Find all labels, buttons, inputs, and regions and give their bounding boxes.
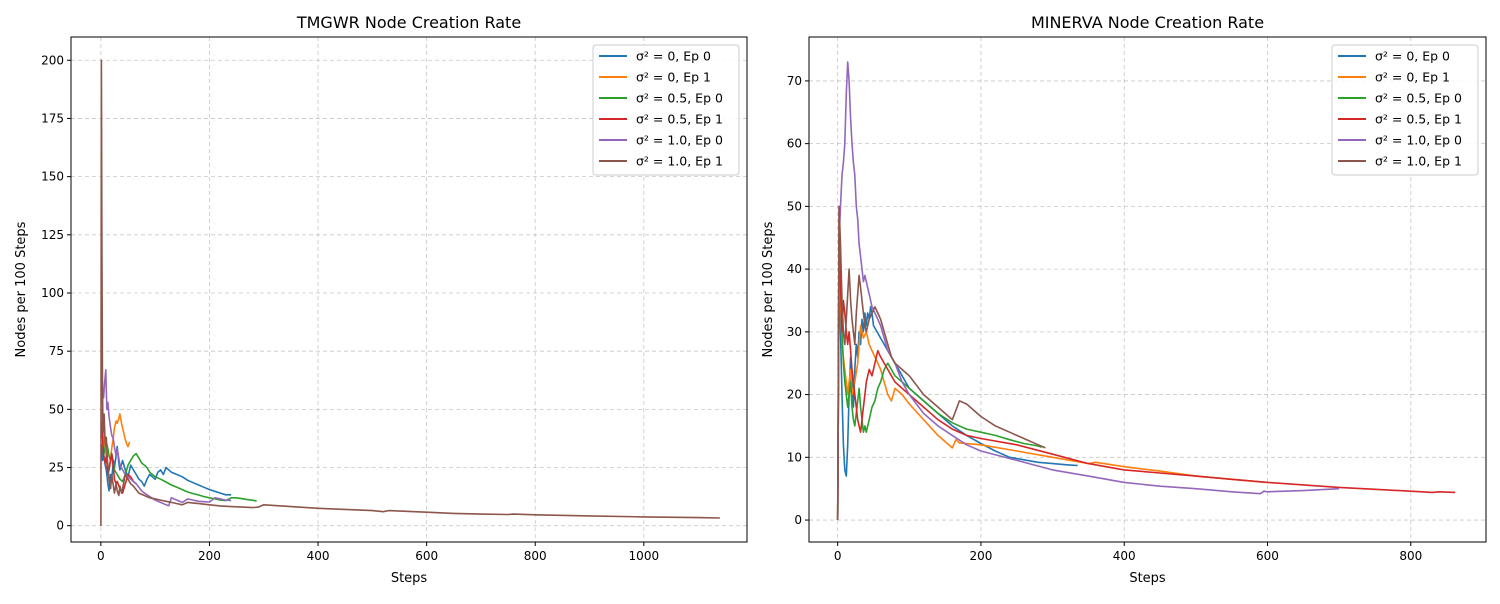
legend: σ² = 0, Ep 0 σ² = 0, Ep 1 σ² = 0.5, Ep 0 σ²…	[1331, 44, 1479, 176]
plot-frame	[70, 36, 748, 543]
y-tick-label: 200	[41, 53, 64, 67]
x-tick-label: 600	[415, 549, 438, 563]
y-tick-label: 175	[41, 111, 64, 125]
legend-label-4: σ² = 0.5, Ep 1	[636, 112, 723, 127]
y-tick-label: 50	[49, 402, 64, 416]
y-tick-label: 30	[787, 325, 802, 339]
y-tick-label: 40	[787, 262, 802, 276]
series-line-3	[100, 420, 257, 502]
y-axis-label: Nodes per 100 Steps	[761, 221, 776, 357]
x-tick-label: 600	[1256, 549, 1279, 563]
legend-label-2: σ² = 0, Ep 1	[636, 70, 711, 85]
legend-label-1: σ² = 0, Ep 0	[1375, 49, 1450, 64]
legend: σ² = 0, Ep 0 σ² = 0, Ep 1 σ² = 0.5, Ep 0 σ²…	[592, 44, 740, 176]
y-tick-label: 100	[41, 286, 64, 300]
x-tick-label: 400	[307, 549, 330, 563]
chart-title: MINERVA Node Creation Rate	[1031, 13, 1264, 32]
y-tick-label: 60	[787, 137, 802, 151]
y-tick-label: 20	[787, 388, 802, 402]
series-group	[100, 59, 720, 526]
plot-frame	[808, 36, 1487, 543]
chart-title: TMGWR Node Creation Rate	[296, 13, 521, 32]
series-line-6	[836, 205, 1046, 521]
y-tick-label: 0	[56, 519, 64, 533]
y-tick-label: 10	[787, 450, 802, 464]
legend-label-4: σ² = 0.5, Ep 1	[1375, 112, 1462, 127]
legend-label-3: σ² = 0.5, Ep 0	[1375, 91, 1462, 106]
series-line-4	[836, 205, 1456, 521]
y-tick-label: 50	[787, 199, 802, 213]
series-line-3	[836, 255, 1043, 521]
y-axis-label: Nodes per 100 Steps	[14, 221, 29, 357]
x-axis-label: Steps	[1129, 571, 1166, 586]
x-tick-label: 1000	[629, 549, 660, 563]
legend-label-6: σ² = 1.0, Ep 1	[636, 154, 723, 169]
x-tick-label: 400	[1113, 549, 1136, 563]
x-tick-label: 0	[97, 549, 105, 563]
legend-box	[592, 44, 740, 176]
y-tick-label: 0	[794, 513, 802, 527]
y-tick-label: 25	[49, 461, 64, 475]
y-tick-label: 125	[41, 228, 64, 242]
x-tick-label: 800	[1399, 549, 1422, 563]
legend-label-6: σ² = 1.0, Ep 1	[1375, 154, 1462, 169]
chart-1: 0 200 400 600 800 1000 0 25 50 75 100 125 150 175 200 T…	[14, 13, 748, 586]
x-tick-label: 800	[524, 549, 547, 563]
x-tick-label: 0	[834, 549, 842, 563]
x-tick-label: 200	[198, 549, 221, 563]
y-tick-label: 150	[41, 170, 64, 184]
legend-label-5: σ² = 1.0, Ep 0	[1375, 133, 1462, 148]
legend-label-5: σ² = 1.0, Ep 0	[636, 133, 723, 148]
series-line-5	[100, 368, 232, 507]
series-line-5	[836, 61, 1340, 521]
legend-label-3: σ² = 0.5, Ep 0	[636, 91, 723, 106]
series-line-6	[100, 59, 720, 526]
chart-2: 0 200 400 600 800 0 10 20 30 40 50 60 70 MINERVA Node…	[761, 13, 1487, 586]
legend-label-2: σ² = 0, Ep 1	[1375, 70, 1450, 85]
y-tick-label: 75	[49, 344, 64, 358]
series-line-2	[100, 409, 131, 471]
legend-box	[1331, 44, 1479, 176]
x-axis-label: Steps	[391, 571, 428, 586]
x-tick-label: 200	[969, 549, 992, 563]
y-tick-label: 70	[787, 74, 802, 88]
series-group	[836, 61, 1456, 521]
legend-label-1: σ² = 0, Ep 0	[636, 49, 711, 64]
